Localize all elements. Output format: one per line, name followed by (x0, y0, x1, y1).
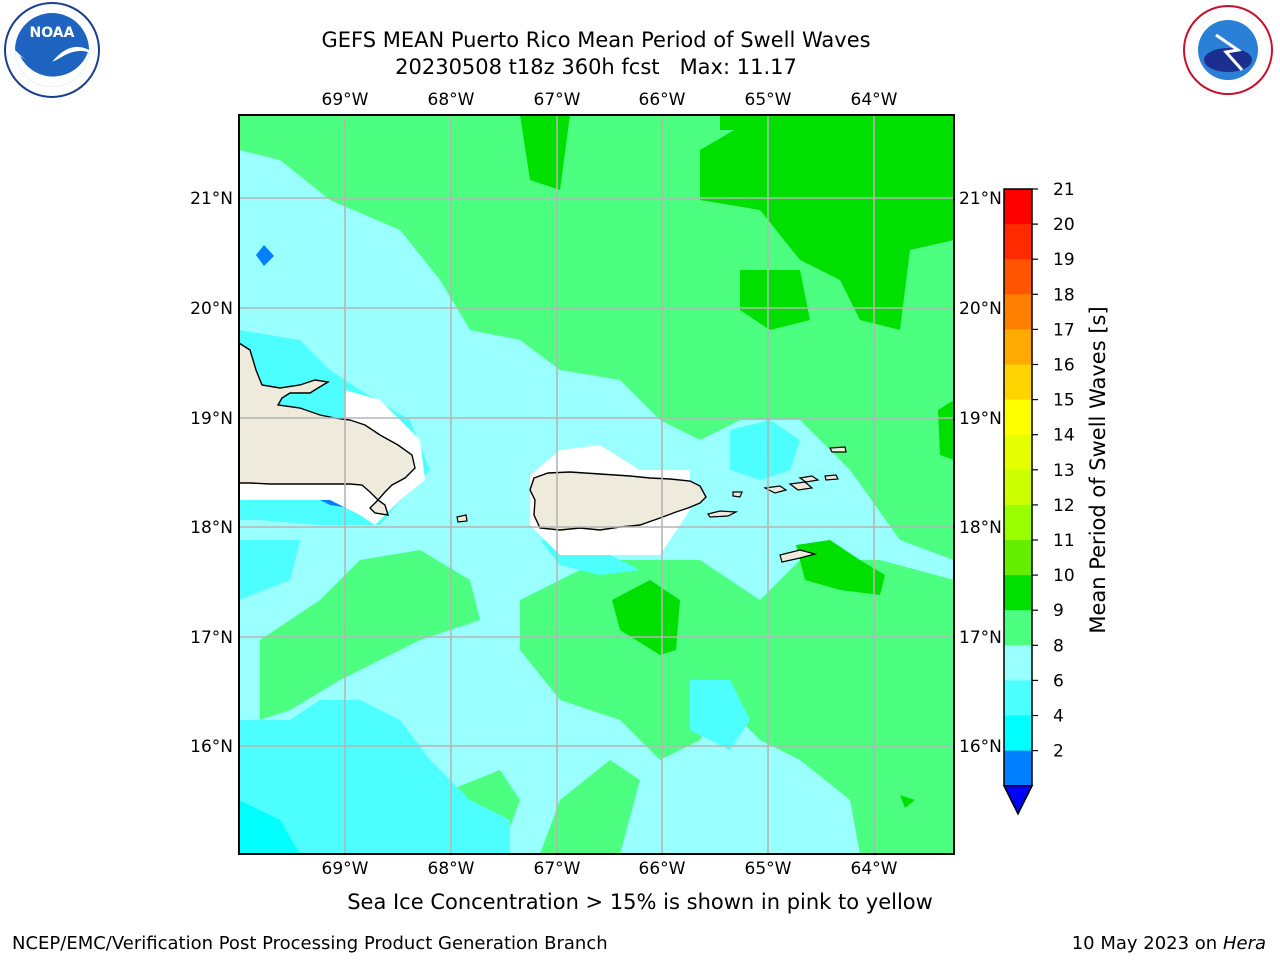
lat-label-left: 19°N (190, 409, 233, 429)
hispaniola-landmass (239, 342, 416, 516)
footer-machine: Hera (1222, 933, 1266, 954)
lat-label-right: 18°N (959, 518, 1002, 538)
colorbar-swatch (1004, 610, 1032, 646)
colorbar-swatch (1004, 434, 1032, 471)
colorbar-tick-label: 12 (1053, 496, 1075, 516)
colorbar-tick-label: 13 (1053, 461, 1075, 481)
colorbar-tick-label: 15 (1053, 391, 1075, 411)
colorbar-swatch (1004, 750, 1032, 787)
lat-label-left: 20°N (190, 299, 233, 319)
colorbar-swatch (1004, 715, 1032, 752)
nws-logo (1176, 0, 1280, 104)
lon-label-top: 65°W (745, 90, 792, 110)
colorbar-swatch (1004, 294, 1032, 330)
footer-date-text: 10 May 2023 on (1071, 933, 1218, 954)
svg-text:NOAA: NOAA (30, 25, 75, 41)
lon-label-top: 69°W (322, 90, 369, 110)
lon-label-bottom: 65°W (745, 859, 792, 879)
lat-label-left: 17°N (190, 628, 233, 648)
colorbar-extend-triangle (1002, 784, 1034, 816)
colorbar-tick-label: 21 (1053, 180, 1075, 200)
colorbar-tick-label: 11 (1053, 531, 1075, 551)
lat-label-right: 16°N (959, 737, 1002, 757)
colorbar-swatch (1004, 504, 1032, 541)
forecast-max: Max: 11.17 (679, 55, 797, 79)
colorbar-tick-label: 17 (1053, 320, 1075, 340)
map-subtitle: 20230508 t18z 360h fcst Max: 11.17 (220, 54, 972, 80)
colorbar-swatch (1004, 575, 1032, 611)
lon-label-bottom: 69°W (322, 859, 369, 879)
colorbar-frame (1003, 188, 1033, 816)
map-title: GEFS MEAN Puerto Rico Mean Period of Swe… (321, 28, 871, 52)
colorbar-swatch (1004, 189, 1032, 225)
colorbar-tick-label: 8 (1053, 636, 1064, 656)
colorbar-swatch (1004, 224, 1032, 260)
lat-label-right: 17°N (959, 628, 1002, 648)
lat-label-left: 16°N (190, 737, 233, 757)
colorbar-swatch (1004, 399, 1032, 436)
map-frame (238, 114, 955, 855)
graticule (239, 115, 954, 854)
colorbar-tick-label: 14 (1053, 426, 1075, 446)
swell-period-field (239, 115, 954, 854)
lon-label-bottom: 68°W (428, 859, 475, 879)
colorbar-swatch (1004, 469, 1032, 506)
lon-label-top: 64°W (851, 90, 898, 110)
colorbar-swatch (1004, 259, 1032, 295)
noaa-logo: NOAA (0, 0, 104, 104)
colorbar-swatch (1004, 364, 1032, 401)
lon-label-bottom: 67°W (534, 859, 581, 879)
colorbar: 21 20 19 18 17 16 15 14 13 12 11 10 9 8 6 4 2 (1002, 180, 1075, 816)
lon-label-top: 67°W (534, 90, 581, 110)
colorbar-label: Mean Period of Swell Waves [s] (1086, 306, 1110, 633)
colorbar-tick-label: 10 (1053, 566, 1075, 586)
footer-branch: NCEP/EMC/Verification Post Processing Pr… (12, 933, 608, 954)
colorbar-tick-label: 6 (1053, 671, 1064, 691)
forecast-run: 20230508 t18z 360h fcst (395, 55, 660, 79)
colorbar-tick-label: 18 (1053, 285, 1075, 305)
lon-label-bottom: 64°W (851, 859, 898, 879)
lon-label-top: 66°W (639, 90, 686, 110)
colorbar-tick-label: 2 (1053, 742, 1064, 762)
lat-label-right: 19°N (959, 409, 1002, 429)
colorbar-swatch (1004, 680, 1032, 716)
colorbar-tick-label: 9 (1053, 601, 1064, 621)
lat-label-right: 20°N (959, 299, 1002, 319)
sea-ice-footnote: Sea Ice Concentration > 15% is shown in … (347, 890, 933, 914)
colorbar-tick-label: 16 (1053, 356, 1075, 376)
colorbar-swatch (1004, 540, 1032, 576)
colorbar-tick-label: 19 (1053, 250, 1075, 270)
colorbar-swatch (1004, 645, 1032, 681)
footer-date: 10 May 2023 on Hera (1072, 933, 1266, 954)
colorbar-tick-label: 20 (1053, 215, 1075, 235)
lat-label-left: 18°N (190, 518, 233, 538)
lon-label-top: 68°W (428, 90, 475, 110)
lat-label-right: 21°N (959, 189, 1002, 209)
lat-label-left: 21°N (190, 189, 233, 209)
lon-label-bottom: 66°W (639, 859, 686, 879)
colorbar-tick-label: 4 (1053, 707, 1064, 727)
colorbar-swatch (1004, 329, 1032, 365)
